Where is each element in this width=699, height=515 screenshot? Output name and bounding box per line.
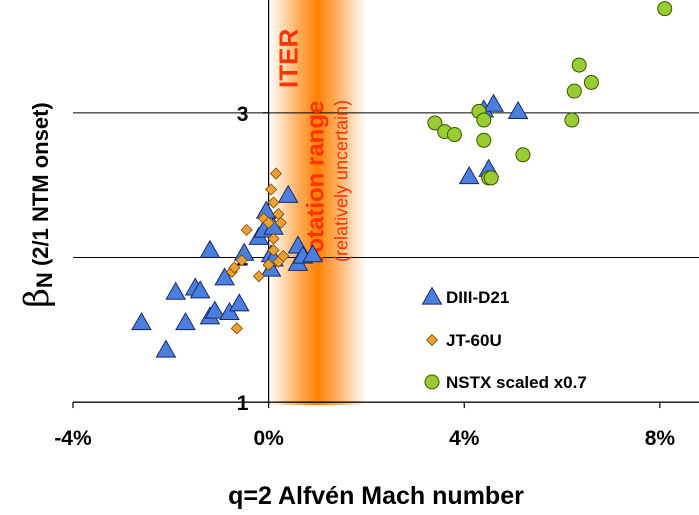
- y-tick-label: 1: [237, 392, 249, 415]
- diamond-point: [228, 261, 241, 274]
- triangle-point: [175, 312, 196, 331]
- triangle-point: [302, 244, 324, 263]
- circle-point: [571, 57, 587, 73]
- legend-marker-diamond: [425, 333, 439, 347]
- triangle-point: [155, 339, 177, 358]
- diamond-point: [267, 232, 280, 245]
- circle-point: [446, 127, 462, 143]
- y-axis-title-symbol: β: [17, 288, 57, 308]
- x-tick-label: -4%: [54, 427, 92, 450]
- diamond-point: [240, 223, 253, 237]
- triangle-point: [131, 312, 152, 331]
- diamond-point: [269, 167, 283, 180]
- triangle-point: [483, 93, 504, 112]
- triangle-point: [458, 165, 480, 185]
- gridlines: [73, 112, 699, 403]
- x-tick-label: 4%: [449, 427, 480, 450]
- y-tick-label: 3: [237, 103, 249, 126]
- triangle-point: [277, 184, 299, 203]
- diamond-point: [267, 196, 280, 209]
- y-axis-title-subscript: N: [32, 272, 57, 288]
- data-markers: [131, 1, 673, 358]
- circle-point: [483, 170, 499, 186]
- diamond-point: [277, 249, 290, 263]
- legend: DIII-D21 JT-60U NSTX scaled x0.7: [421, 286, 587, 392]
- diamond-point: [274, 216, 287, 229]
- diamond-point: [265, 183, 278, 196]
- x-tick-label: 0%: [253, 427, 284, 450]
- annotation-iter-title: ITER: [274, 29, 304, 88]
- circle-point: [657, 1, 673, 17]
- tick-labels: -4%0%4%8%123: [54, 103, 675, 450]
- triangle-point: [507, 100, 529, 119]
- triangle-point: [189, 280, 211, 299]
- y-axis-title: βN (2/1 NTM onset): [17, 102, 57, 307]
- circle-point: [583, 74, 599, 90]
- diamond-point: [262, 258, 275, 271]
- diamond-point: [230, 322, 243, 335]
- diamond-point: [267, 244, 280, 257]
- diamond-point: [262, 216, 275, 229]
- triangle-point: [204, 300, 226, 319]
- iter-annotation: ITER rotation range (relatively uncertai…: [274, 29, 352, 262]
- triangle-point: [199, 239, 221, 258]
- legend-label: NSTX scaled x0.7: [446, 373, 587, 392]
- triangle-point: [214, 267, 235, 286]
- diamond-point: [235, 254, 248, 267]
- y-axis-title-text: (2/1 NTM onset): [28, 102, 53, 272]
- x-axis-title: q=2 Alfvén Mach number: [228, 482, 524, 510]
- diamond-point: [252, 270, 265, 283]
- series-circle: [427, 1, 673, 186]
- legend-marker-triangle: [421, 286, 443, 305]
- legend-label: JT-60U: [446, 331, 502, 350]
- circle-point: [476, 132, 492, 148]
- x-tick-label: 8%: [645, 427, 676, 450]
- annotation-rotation-range: rotation range: [303, 101, 330, 262]
- legend-label: DIII-D21: [446, 288, 509, 307]
- legend-marker-circle: [424, 374, 440, 390]
- annotation-relatively-uncertain: (relatively uncertain): [332, 100, 352, 262]
- circle-point: [476, 112, 492, 128]
- circle-point: [427, 115, 443, 131]
- triangle-point: [165, 281, 187, 300]
- circle-point: [566, 83, 582, 99]
- circle-point: [564, 112, 580, 128]
- circle-point: [515, 147, 531, 163]
- triangle-point: [228, 293, 250, 312]
- series-diamond: [225, 167, 290, 335]
